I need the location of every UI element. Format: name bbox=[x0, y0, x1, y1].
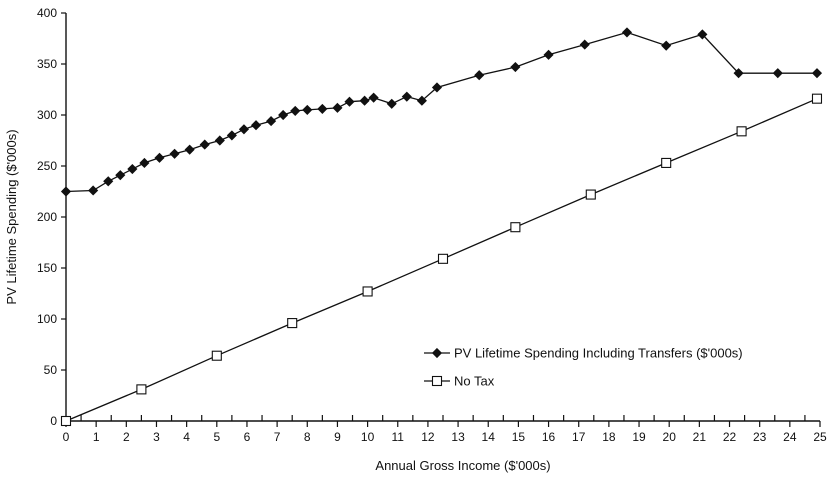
diamond-marker bbox=[431, 347, 443, 359]
x-tick-label: 9 bbox=[334, 430, 341, 444]
square-marker bbox=[585, 189, 596, 200]
y-tick-label: 300 bbox=[37, 108, 57, 122]
diamond-marker bbox=[772, 68, 783, 79]
x-tick-label: 2 bbox=[123, 430, 130, 444]
x-tick-label: 21 bbox=[693, 430, 707, 444]
diamond-marker bbox=[431, 82, 443, 93]
diamond-marker bbox=[368, 92, 379, 103]
legend-label: PV Lifetime Spending Including Transfers… bbox=[454, 346, 743, 361]
legend-item: No Tax bbox=[424, 374, 495, 389]
series-layer bbox=[60, 27, 823, 427]
diamond-marker bbox=[238, 124, 250, 135]
diamond-marker bbox=[184, 144, 195, 155]
x-tick-label: 14 bbox=[482, 430, 496, 444]
diamond-marker bbox=[474, 70, 485, 81]
diamond-marker bbox=[88, 185, 99, 196]
diamond-marker bbox=[811, 68, 823, 79]
x-tick-label: 24 bbox=[783, 430, 797, 444]
square-marker bbox=[431, 375, 443, 387]
square-marker bbox=[736, 126, 747, 137]
x-tick-label: 1 bbox=[93, 430, 100, 444]
x-tick-label: 10 bbox=[361, 430, 375, 444]
x-tick-label: 5 bbox=[213, 430, 220, 444]
x-tick-label: 19 bbox=[632, 430, 646, 444]
x-tick-label: 25 bbox=[813, 430, 827, 444]
diamond-marker bbox=[733, 68, 744, 79]
diamond-marker bbox=[401, 91, 412, 102]
legend-item: PV Lifetime Spending Including Transfers… bbox=[424, 346, 743, 361]
square-marker bbox=[661, 157, 672, 168]
x-tick-label: 8 bbox=[304, 430, 311, 444]
diamond-marker bbox=[169, 148, 180, 159]
y-tick-label: 400 bbox=[37, 6, 57, 20]
diamond-marker bbox=[115, 170, 126, 181]
diamond-marker bbox=[317, 103, 328, 114]
series-line bbox=[65, 31, 817, 193]
x-tick-label: 7 bbox=[274, 430, 281, 444]
diamond-marker bbox=[510, 61, 521, 73]
x-tick-label: 20 bbox=[663, 430, 677, 444]
x-tick-label: 16 bbox=[542, 430, 556, 444]
diamond-marker bbox=[214, 135, 225, 146]
square-marker bbox=[437, 253, 449, 264]
diamond-marker bbox=[302, 104, 313, 115]
y-tick-label: 100 bbox=[37, 312, 57, 326]
series-2 bbox=[60, 93, 823, 427]
x-tick-label: 3 bbox=[153, 430, 160, 444]
y-tick-label: 350 bbox=[37, 57, 57, 71]
square-marker bbox=[136, 384, 147, 395]
y-tick-label: 200 bbox=[37, 210, 57, 224]
legend-label: No Tax bbox=[454, 374, 495, 389]
diamond-marker bbox=[226, 130, 237, 141]
legend: PV Lifetime Spending Including Transfers… bbox=[424, 346, 743, 389]
diamond-marker bbox=[359, 95, 370, 106]
diamond-marker bbox=[278, 109, 289, 121]
diamond-marker bbox=[543, 49, 554, 60]
x-axis-title: Annual Gross Income ($'000s) bbox=[375, 458, 550, 473]
diamond-marker bbox=[154, 152, 165, 163]
x-tick-label: 12 bbox=[421, 430, 435, 444]
diamond-marker bbox=[621, 27, 633, 38]
y-tick-label: 150 bbox=[37, 261, 57, 275]
diamond-marker bbox=[332, 102, 343, 113]
square-marker bbox=[60, 415, 72, 427]
diamond-marker bbox=[579, 39, 590, 50]
diamond-marker bbox=[127, 163, 138, 175]
x-axis-ticks: 0 1 2 3 4 5 6 7 8 9 10 11 12 13 14 15 16 17 18 19 20 21 22 23 24… bbox=[63, 415, 827, 444]
diamond-marker bbox=[344, 96, 355, 107]
diamond-marker bbox=[60, 186, 72, 197]
y-axis-title: PV Lifetime Spending ($'000s) bbox=[4, 129, 19, 304]
diamond-marker bbox=[103, 176, 114, 187]
x-tick-label: 13 bbox=[451, 430, 465, 444]
x-tick-label: 0 bbox=[63, 430, 70, 444]
x-tick-label: 18 bbox=[602, 430, 616, 444]
y-axis-ticks: 0 50 100 150 200 250 300 350 400 bbox=[37, 6, 66, 428]
square-marker bbox=[287, 318, 298, 329]
diamond-marker bbox=[266, 116, 277, 127]
square-marker bbox=[211, 350, 222, 361]
diamond-marker bbox=[661, 40, 672, 51]
square-marker bbox=[811, 93, 823, 104]
x-tick-label: 17 bbox=[572, 430, 586, 444]
diamond-marker bbox=[697, 29, 708, 40]
square-marker bbox=[510, 222, 521, 233]
diamond-marker bbox=[290, 105, 301, 116]
y-tick-label: 0 bbox=[50, 414, 57, 428]
diamond-marker bbox=[139, 157, 150, 169]
x-tick-label: 15 bbox=[512, 430, 526, 444]
diamond-marker bbox=[199, 139, 210, 150]
diamond-marker bbox=[386, 98, 397, 109]
x-tick-label: 11 bbox=[392, 430, 405, 444]
diamond-marker bbox=[250, 120, 262, 131]
x-tick-label: 23 bbox=[753, 430, 767, 444]
x-tick-label: 6 bbox=[244, 430, 251, 444]
y-tick-label: 50 bbox=[44, 363, 58, 377]
diamond-marker bbox=[416, 95, 427, 106]
series-1 bbox=[60, 27, 823, 197]
square-marker bbox=[362, 286, 373, 297]
x-tick-label: 4 bbox=[183, 430, 190, 444]
x-tick-label: 22 bbox=[723, 430, 737, 444]
y-tick-label: 250 bbox=[37, 159, 57, 173]
